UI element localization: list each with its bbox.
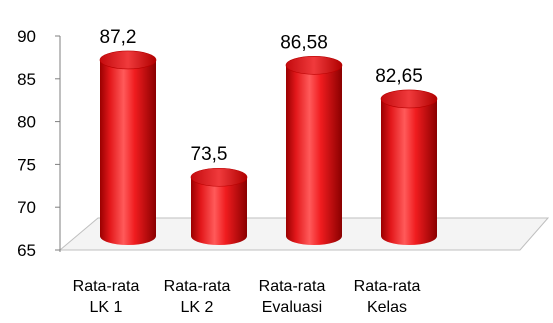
bars	[99, 50, 438, 245]
bar-body	[100, 59, 156, 245]
bar	[285, 55, 343, 245]
bar-top	[380, 89, 438, 109]
data-label: 87,2	[100, 27, 137, 48]
data-label: 82,65	[375, 66, 423, 87]
bar	[99, 50, 157, 245]
bar	[190, 167, 248, 245]
bar	[380, 89, 438, 245]
y-tick-label: 70	[17, 198, 36, 217]
category-label: Rata-rata	[164, 278, 231, 295]
data-label: 86,58	[280, 32, 328, 53]
y-tick-label: 75	[17, 155, 36, 174]
category-label: Evaluasi	[262, 299, 322, 316]
data-label: 73,5	[191, 144, 228, 165]
bar-body	[286, 65, 342, 245]
bar-body	[381, 98, 437, 245]
category-label: Rata-rata	[259, 278, 326, 295]
bar-top	[190, 167, 248, 187]
y-tick-label: 85	[17, 70, 36, 89]
category-label: Kelas	[367, 299, 407, 316]
y-axis: 65 70 75 80 85 90	[17, 27, 61, 260]
labels: 87,2 Rata-rata LK 1 73,5 Rata-rata LK 2 86,58 R…	[73, 27, 423, 316]
category-label: Rata-rata	[354, 278, 421, 295]
bar-top	[99, 50, 157, 70]
bar-body	[191, 177, 247, 245]
category-label: Rata-rata	[73, 278, 140, 295]
bar-top	[285, 55, 343, 75]
y-tick-label: 80	[17, 113, 36, 132]
category-label: LK 1	[90, 299, 123, 316]
y-tick-label: 65	[17, 241, 36, 260]
category-label: LK 2	[181, 299, 214, 316]
y-tick-label: 90	[17, 27, 36, 46]
